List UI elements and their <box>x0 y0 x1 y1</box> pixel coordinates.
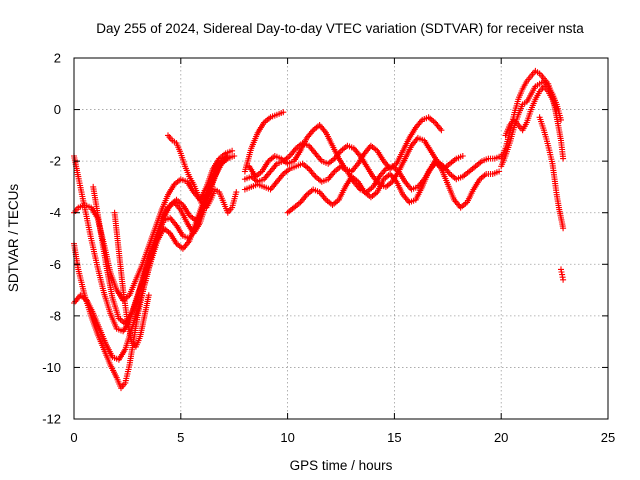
x-tick-label: 25 <box>601 430 615 445</box>
plot-frame <box>73 57 609 420</box>
series-track-a <box>71 147 236 304</box>
series-track-g <box>165 132 240 216</box>
y-tick-label: 0 <box>54 102 61 117</box>
data-point-markers <box>284 158 503 216</box>
series-track-p <box>536 114 567 232</box>
x-axis-label: GPS time / hours <box>290 458 393 473</box>
x-tick-label: 10 <box>280 430 294 445</box>
data-point-markers <box>241 109 287 175</box>
series-track-q <box>558 266 567 283</box>
x-tick-label: 0 <box>70 430 77 445</box>
series-track-n <box>498 78 564 170</box>
y-tick-label: -8 <box>49 308 61 323</box>
data-point-markers <box>246 114 445 180</box>
x-tick-label: 15 <box>387 430 401 445</box>
series-track-h <box>246 114 445 180</box>
x-tick-label: 20 <box>494 430 508 445</box>
y-tick-labels: -12 -10 -8 -6 -4 -2 0 2 <box>42 51 61 427</box>
series-track-o <box>502 83 560 139</box>
y-tick-label: -4 <box>49 205 61 220</box>
series-track-k <box>241 109 287 175</box>
y-tick-label: -12 <box>42 412 61 427</box>
data-point-markers <box>502 83 560 139</box>
axis-ticks <box>73 57 609 420</box>
data-point-markers <box>558 266 567 283</box>
series-track-l <box>284 158 503 216</box>
data-point-markers <box>536 114 567 232</box>
data-point-markers <box>165 132 240 216</box>
x-tick-labels: 0 5 10 15 20 25 <box>70 430 615 445</box>
y-tick-label: 2 <box>54 51 61 66</box>
series-track-e <box>90 153 231 327</box>
data-point-markers <box>498 78 564 170</box>
data-point-markers <box>71 147 236 304</box>
y-tick-label: -10 <box>42 360 61 375</box>
series-track-f <box>111 209 152 350</box>
y-tick-label: -2 <box>49 154 61 169</box>
data-point-markers <box>111 209 152 350</box>
data-point-markers <box>90 153 231 327</box>
x-tick-label: 5 <box>177 430 184 445</box>
y-tick-label: -6 <box>49 257 61 272</box>
data-points <box>71 67 567 392</box>
chart-title: Day 255 of 2024, Sidereal Day-to-day VTE… <box>96 21 584 36</box>
y-axis-label: SDTVAR / TECUs <box>6 184 21 293</box>
